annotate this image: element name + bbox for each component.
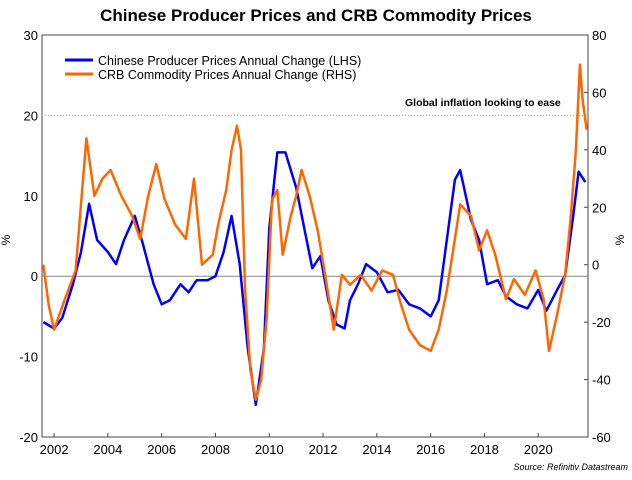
left-tick-label: -20: [19, 430, 38, 445]
x-tick-label: 2016: [416, 442, 445, 457]
annotation: Global inflation looking to ease: [405, 97, 561, 109]
x-tick-label: 2014: [362, 442, 391, 457]
left-axis-label: %: [0, 234, 13, 245]
right-tick-label: 20: [592, 200, 606, 215]
right-axis-label: %: [613, 234, 627, 245]
x-tick-label: 2010: [255, 442, 284, 457]
right-tick-label: 80: [592, 28, 606, 43]
plot-frame: [41, 34, 589, 438]
left-tick-label: 0: [31, 269, 38, 284]
crb-series-line: [42, 63, 588, 401]
left-tick-label: 30: [24, 28, 38, 43]
x-tick-label: 2008: [201, 442, 230, 457]
right-tick-label: 60: [592, 85, 606, 100]
x-tick-label: 2002: [40, 442, 69, 457]
left-tick-label: 20: [24, 108, 38, 123]
source-note: Source: Refinitiv Datastream: [513, 462, 628, 472]
right-tick-label: 0: [592, 258, 599, 273]
ppi-series-line: [42, 151, 587, 407]
right-tick-label: 40: [592, 143, 606, 158]
right-tick-label: -60: [592, 430, 611, 445]
x-tick-label: 2006: [147, 442, 176, 457]
x-tick-label: 2020: [524, 442, 553, 457]
legend-label-ppi: Chinese Producer Prices Annual Change (L…: [98, 54, 361, 68]
x-tick-label: 2012: [309, 442, 338, 457]
right-tick-label: -40: [592, 373, 611, 388]
legend-label-crb: CRB Commodity Prices Annual Change (RHS): [98, 68, 356, 82]
left-tick-label: 10: [24, 189, 38, 204]
legend: Chinese Producer Prices Annual Change (L…: [65, 54, 361, 82]
left-tick-label: -10: [19, 350, 38, 365]
x-tick-label: 2004: [93, 442, 122, 457]
chart-title: Chinese Producer Prices and CRB Commodit…: [100, 6, 532, 25]
x-tick-label: 2018: [470, 442, 499, 457]
right-tick-label: -20: [592, 315, 611, 330]
